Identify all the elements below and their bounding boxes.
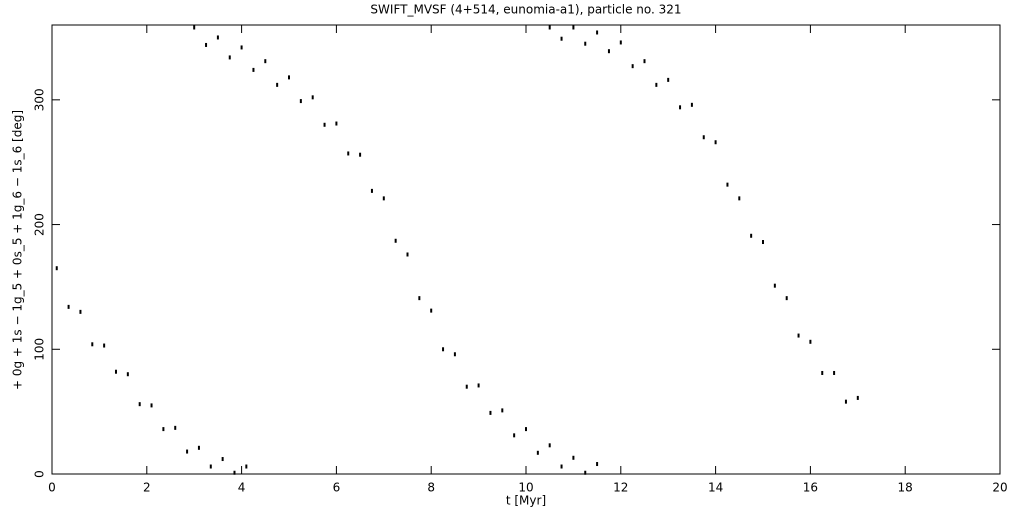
- x-tick-label: 4: [238, 481, 246, 495]
- point: [667, 77, 670, 82]
- point: [103, 343, 106, 348]
- point: [126, 372, 129, 377]
- point: [856, 395, 859, 400]
- point: [572, 455, 575, 460]
- point: [240, 45, 243, 50]
- x-tick-label: 2: [143, 481, 151, 495]
- point: [513, 433, 516, 438]
- point: [833, 370, 836, 375]
- point: [762, 240, 764, 245]
- x-axis-label: t [Myr]: [506, 494, 546, 508]
- point: [193, 25, 196, 30]
- point: [453, 352, 456, 357]
- y-tick-label: 200: [33, 213, 47, 236]
- point: [394, 238, 397, 243]
- point: [55, 266, 58, 271]
- point: [347, 151, 350, 156]
- point: [370, 188, 373, 193]
- point: [596, 462, 599, 467]
- point: [548, 25, 551, 30]
- point: [221, 457, 224, 462]
- x-tick-label: 10: [518, 481, 533, 495]
- point: [643, 59, 646, 64]
- point: [584, 41, 587, 46]
- point: [560, 464, 563, 469]
- point: [430, 308, 433, 313]
- point: [477, 383, 480, 388]
- point: [359, 152, 362, 157]
- point: [233, 470, 236, 475]
- point: [245, 464, 248, 469]
- point: [560, 36, 563, 41]
- point: [809, 339, 812, 344]
- point: [79, 309, 82, 314]
- point: [252, 67, 255, 72]
- point: [162, 427, 165, 432]
- point: [501, 408, 504, 413]
- point: [489, 410, 492, 415]
- y-tick-label: 0: [33, 470, 47, 478]
- x-tick-label: 16: [803, 481, 818, 495]
- x-tick-label: 8: [427, 481, 435, 495]
- point: [323, 122, 326, 127]
- x-tick-label: 14: [708, 481, 723, 495]
- x-tick-label: 12: [613, 481, 628, 495]
- point: [442, 347, 445, 352]
- point: [690, 102, 693, 107]
- point: [821, 370, 824, 375]
- point: [631, 64, 634, 69]
- point: [702, 135, 705, 140]
- point: [299, 99, 302, 104]
- point: [619, 40, 622, 45]
- plot-frame: [51, 24, 1001, 475]
- x-tick-label: 6: [333, 481, 341, 495]
- point: [264, 59, 267, 64]
- point: [311, 95, 314, 100]
- point: [288, 75, 290, 80]
- point: [797, 333, 800, 338]
- point: [209, 464, 212, 469]
- point: [174, 425, 177, 430]
- point: [785, 296, 788, 301]
- y-tick-label: 100: [33, 338, 47, 361]
- point: [276, 82, 279, 87]
- point: [738, 196, 741, 201]
- point: [205, 42, 208, 47]
- point: [773, 283, 776, 288]
- point: [114, 369, 117, 374]
- point: [138, 402, 141, 407]
- point: [714, 140, 717, 145]
- point: [726, 182, 729, 187]
- x-tick-label: 0: [48, 481, 56, 495]
- x-tick-label: 18: [898, 481, 913, 495]
- point: [607, 49, 610, 54]
- point: [91, 342, 94, 347]
- point: [655, 82, 658, 87]
- point: [572, 25, 575, 30]
- point: [465, 384, 468, 389]
- point: [186, 449, 189, 454]
- point: [596, 30, 599, 35]
- point: [216, 35, 219, 40]
- point: [584, 470, 587, 475]
- point: [525, 427, 527, 432]
- point: [382, 196, 385, 201]
- point: [679, 105, 682, 110]
- point: [750, 233, 753, 238]
- point: [150, 403, 153, 408]
- point: [67, 304, 70, 309]
- chart-title: SWIFT_MVSF (4+514, eunomia-a1), particle…: [370, 3, 681, 17]
- point: [536, 450, 539, 455]
- point: [418, 296, 421, 301]
- y-axis-label: + 0g + 1s − 1g_5 + 0s_5 + 1g_6 − 1s_6 [d…: [11, 110, 25, 390]
- point: [548, 443, 551, 448]
- x-tick-label: 20: [992, 481, 1007, 495]
- y-tick-label: 300: [33, 88, 47, 111]
- point: [335, 121, 338, 126]
- point: [228, 55, 231, 60]
- point: [844, 399, 847, 404]
- point: [197, 445, 200, 450]
- point: [406, 252, 409, 257]
